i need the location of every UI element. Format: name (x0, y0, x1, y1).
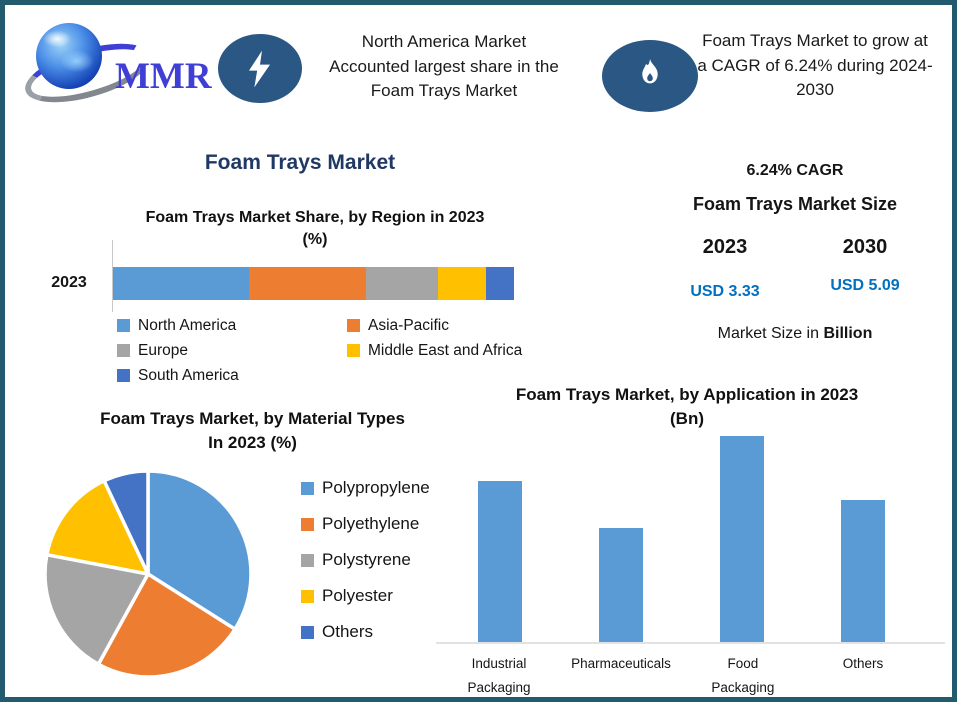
market-size-title: Foam Trays Market Size (692, 194, 898, 214)
globe-icon (36, 23, 102, 89)
legend-item-polyethylene: Polyethylene (301, 513, 430, 535)
pie-slice-polyester (45, 479, 150, 576)
x-axis-label-food-packaging: Food Packaging (711, 656, 775, 695)
region-legend: North America Asia-Pacific Europe Middle… (117, 315, 547, 386)
legend-item-others: Others (301, 621, 430, 643)
market-size-values: USD 3.33 USD 5.09 (655, 277, 935, 301)
legend-label: Polystyrene (322, 550, 411, 569)
flame-icon (602, 40, 698, 112)
legend-item-polypropylene: Polypropylene (301, 477, 430, 499)
x-axis-label-pharmaceuticals: Pharmaceuticals (571, 656, 671, 671)
legend-swatch (347, 319, 360, 332)
pie-slice-polystyrene (43, 552, 150, 667)
region-chart-title-line2: (%) (302, 230, 328, 248)
year-end: 2030 (842, 236, 888, 258)
application-bars (439, 436, 923, 642)
note-unit: Billion (823, 325, 873, 342)
material-chart-title-line1: Foam Trays Market, by Material Types (100, 409, 405, 428)
legend-item-polystyrene: Polystyrene (301, 549, 430, 571)
x-axis-label-industrial-packaging: Industrial Packaging (467, 656, 531, 695)
bar-slot (560, 436, 681, 642)
pie-slice-polyethylene (96, 572, 237, 679)
bar-slot (681, 436, 802, 642)
legend-item-asia-pacific: Asia-Pacific (347, 315, 547, 336)
legend-swatch (301, 553, 314, 567)
mmr-logo: MMR (18, 15, 223, 114)
legend-swatch (117, 344, 130, 357)
legend-swatch (347, 344, 360, 357)
logo-text: MMR (115, 56, 212, 97)
lightning-icon (218, 34, 302, 103)
region-segment-asia-pacific (249, 267, 366, 300)
legend-label: Others (322, 622, 374, 641)
bar-pharmaceuticals (598, 528, 643, 642)
market-size-note: Market Size in Billion (655, 325, 935, 343)
material-chart-title-line2: In 2023 (%) (208, 432, 297, 452)
material-legend: Polypropylene Polyethylene Polystyrene P… (301, 477, 430, 657)
legend-label: Polyethylene (322, 514, 420, 533)
legend-label: South America (138, 366, 239, 384)
callout-cagr-text: Foam Trays Market to grow at a CAGR of 6… (695, 29, 935, 103)
region-category-label: 2023 (51, 274, 87, 291)
region-segment-europe (365, 267, 438, 300)
application-chart-title-line2: (Bn) (670, 408, 704, 428)
bar-food-packaging (719, 436, 764, 642)
callout-region-text: North America Market Accounted largest s… (318, 30, 570, 104)
legend-item-south-america: South America (117, 365, 335, 386)
year-start: 2023 (702, 236, 748, 258)
legend-item-polyester: Polyester (301, 585, 430, 607)
bar-others (840, 500, 885, 642)
value-end: USD 5.09 (830, 277, 900, 294)
application-chart-title-line1: Foam Trays Market, by Application in 202… (515, 385, 859, 404)
callout-region-line: North America Market (361, 32, 527, 51)
callout-cagr-line: Foam Trays Market to grow at (702, 31, 928, 50)
legend-swatch (117, 319, 130, 332)
value-start: USD 3.33 (690, 283, 760, 300)
application-x-axis-line (436, 642, 945, 644)
callout-region-line: Foam Trays Market (370, 81, 518, 101)
legend-swatch (301, 481, 314, 495)
pie-slice-others (102, 469, 150, 576)
legend-swatch (117, 369, 130, 382)
legend-swatch (301, 517, 314, 531)
region-segment-north-america (113, 267, 250, 300)
cagr-stat: 6.24% CAGR (746, 162, 844, 179)
material-chart-title: Foam Trays Market, by Material Types In … (30, 407, 475, 455)
legend-item-middle-east-africa: Middle East and Africa (347, 340, 547, 361)
callout-cagr-line: a CAGR of 6.24% during 2024- (697, 55, 933, 75)
bar-slot (439, 436, 560, 642)
legend-label: Polypropylene (322, 478, 430, 497)
material-pie-svg (43, 469, 253, 679)
legend-label: Polyester (322, 586, 393, 605)
region-chart-title: Foam Trays Market Share, by Region in 20… (105, 207, 525, 250)
bar-industrial-packaging (477, 481, 522, 642)
legend-label: North America (138, 316, 237, 334)
market-size-years: 2023 2030 (655, 236, 935, 259)
legend-label: Middle East and Africa (368, 341, 523, 359)
region-segment-south-america (485, 267, 514, 300)
legend-label: Europe (138, 341, 188, 359)
page-title: Foam Trays Market (204, 151, 396, 174)
region-stacked-bar (113, 267, 514, 300)
application-labels: Industrial Packaging Pharmaceuticals Food … (439, 652, 923, 697)
callout-cagr-line: 2030 (796, 80, 834, 100)
callout-region-line: Accounted largest share in the (329, 56, 559, 76)
legend-item-north-america: North America (117, 315, 335, 336)
legend-swatch (301, 625, 314, 639)
region-chart-title-line1: Foam Trays Market Share, by Region in 20… (145, 209, 485, 226)
note-prefix: Market Size in (717, 325, 824, 342)
legend-label: Asia-Pacific (368, 316, 449, 334)
region-y-axis-line (112, 240, 113, 312)
application-chart-title: Foam Trays Market, by Application in 202… (433, 383, 941, 431)
legend-item-europe: Europe (117, 340, 335, 361)
bar-slot (802, 436, 923, 642)
x-axis-label-others: Others (842, 656, 884, 671)
legend-swatch (301, 589, 314, 603)
region-segment-middle-east-and-africa (437, 267, 486, 300)
